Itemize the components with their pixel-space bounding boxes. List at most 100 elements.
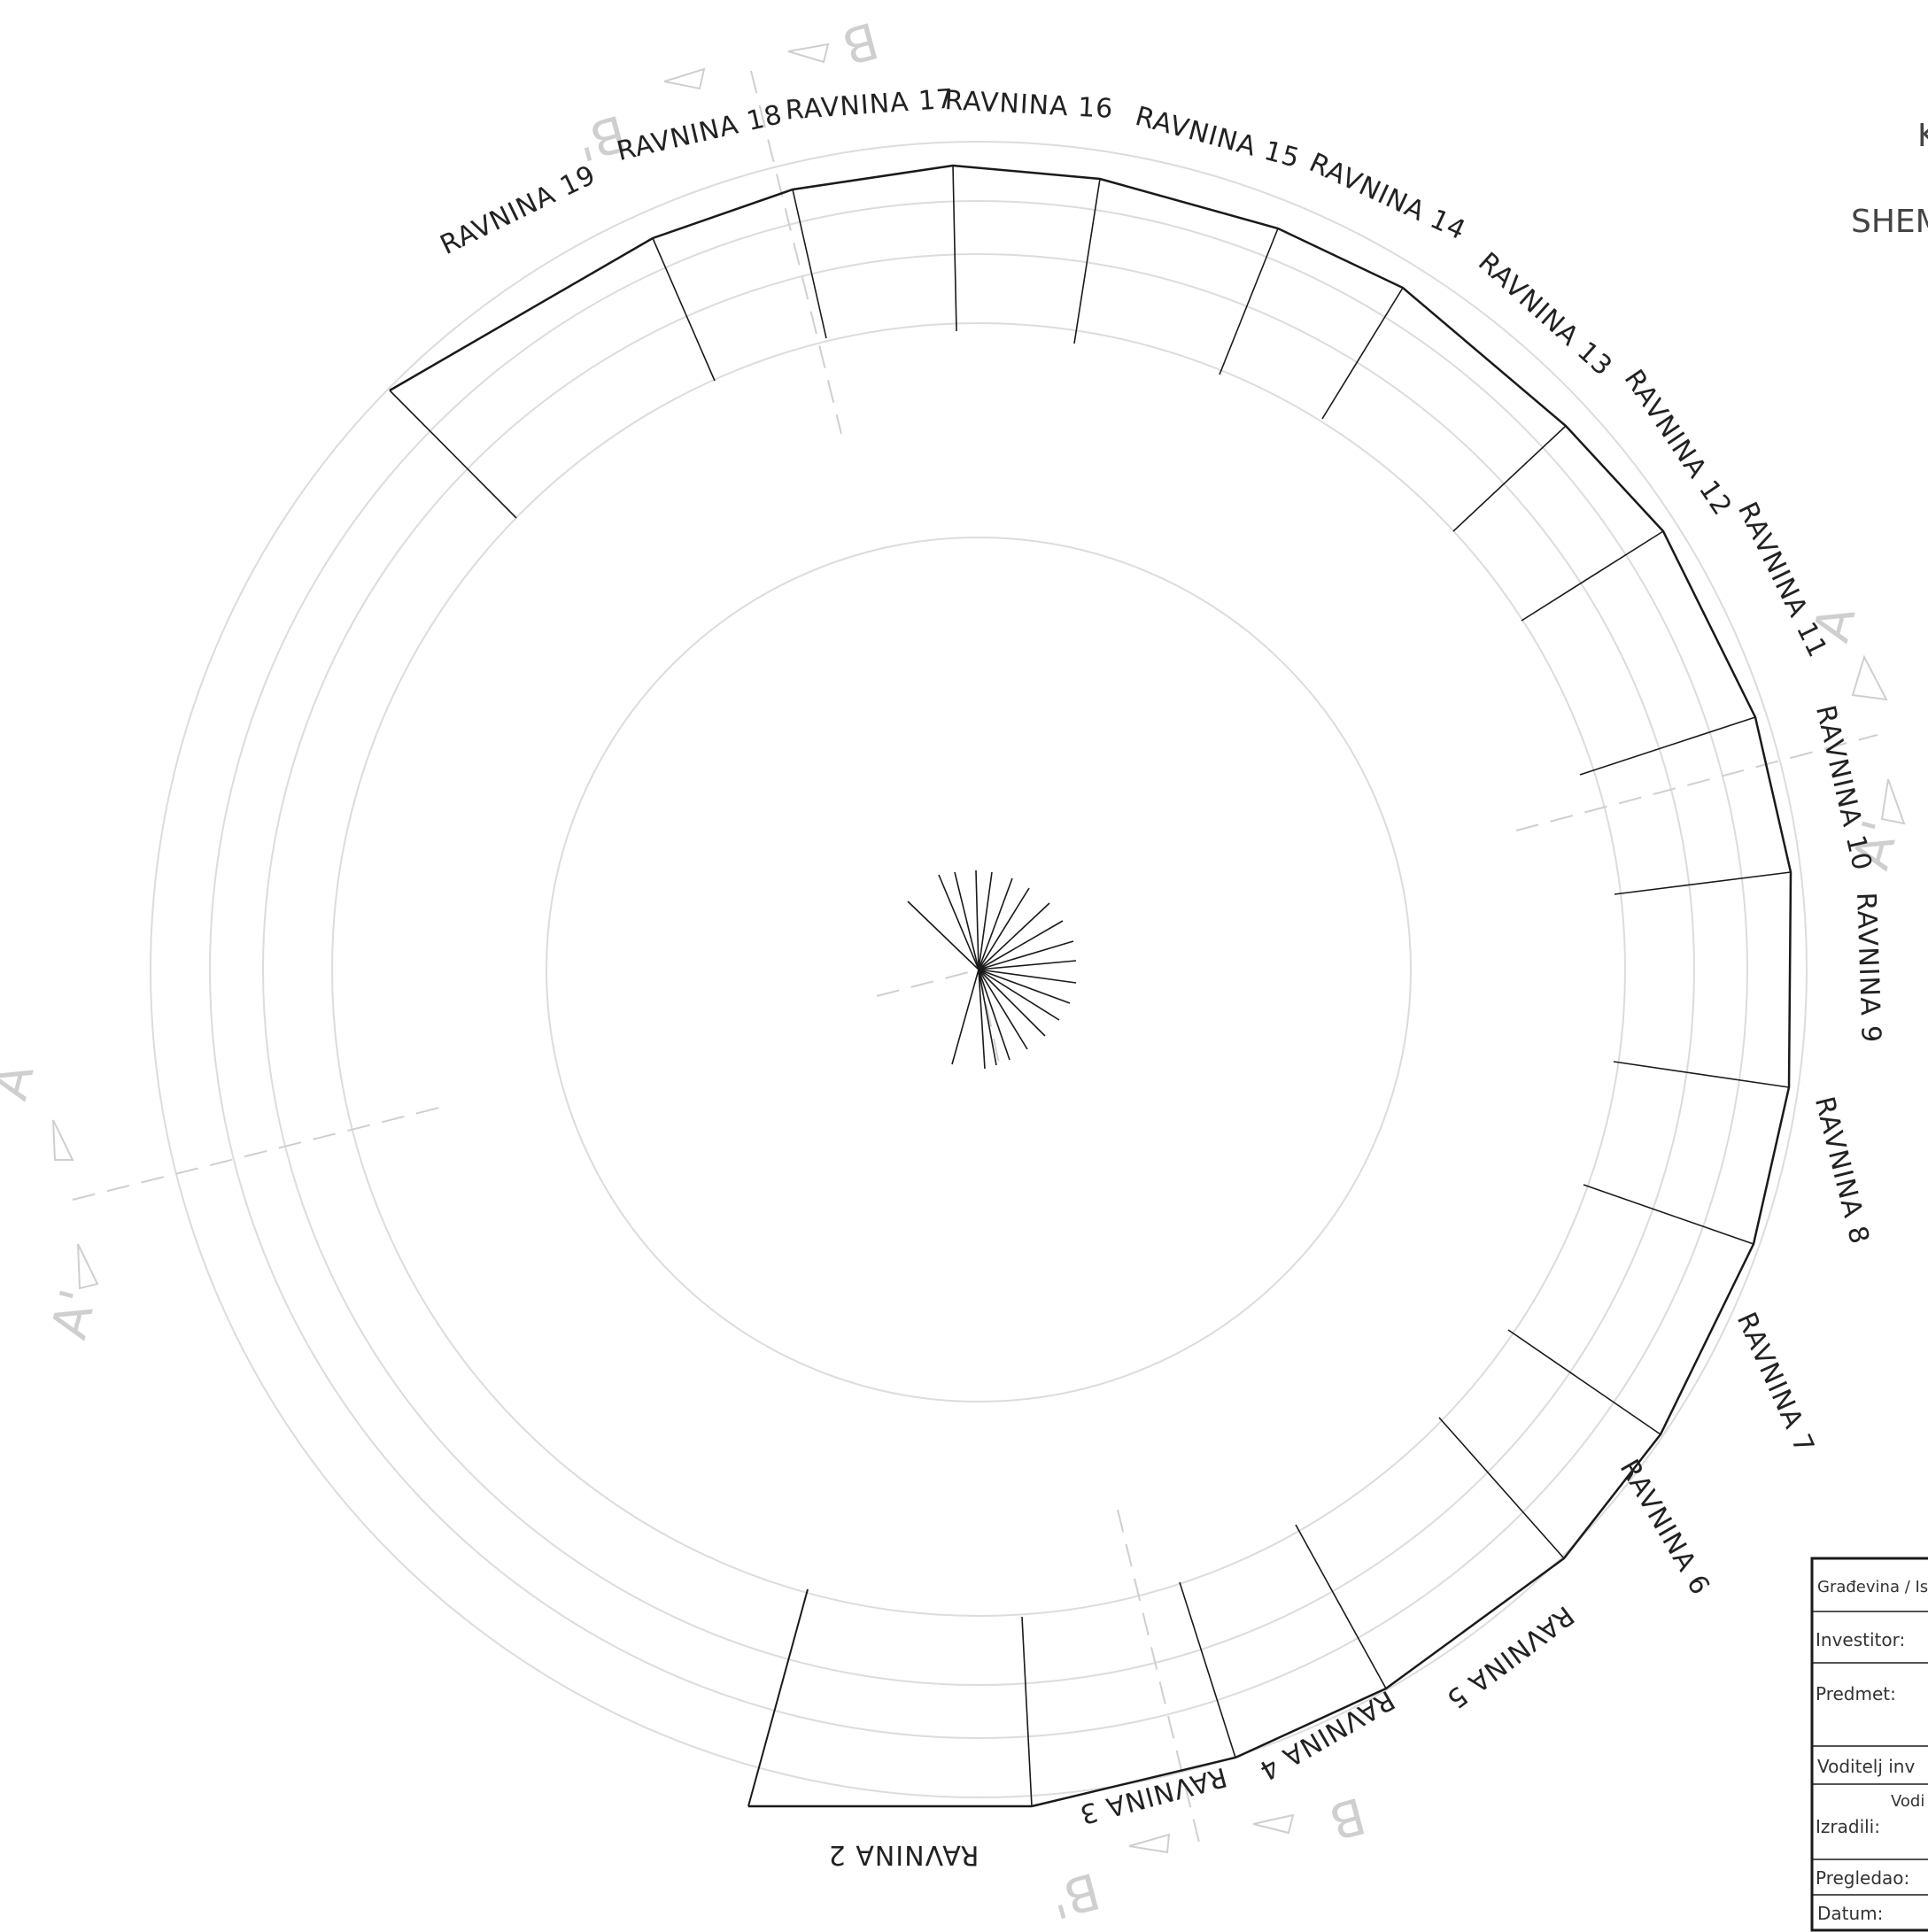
arrow-b-bottom-left [1128, 1833, 1171, 1854]
step-line-4 [1295, 1524, 1387, 1689]
plane-label-9: RAVNINA 9 [1850, 892, 1886, 1044]
spoke [978, 960, 1077, 970]
section-letter-b-prime-bottom: B' [1044, 1860, 1105, 1928]
guide-circle-4 [331, 322, 1626, 1617]
spoke [978, 902, 1050, 970]
plane-label-14: RAVNINA 14 [1305, 147, 1471, 246]
arrow-a-left-lower [77, 1243, 99, 1290]
plane-label-16: RAVNINA 16 [944, 85, 1114, 125]
spoke [978, 969, 997, 1066]
plane-label-18: RAVNINA 18 [614, 99, 786, 167]
step-line-16 [952, 165, 957, 332]
guide-circle-2 [209, 200, 1748, 1739]
title-block-investitor: Investitor: [1816, 1629, 1905, 1650]
spoke [978, 940, 1074, 970]
arrow-b-bottom-right [1252, 1813, 1295, 1835]
title-block-header: Građevina / Ispravljanje dogradnje [1817, 1578, 1928, 1596]
guide-circle-outer [150, 141, 1808, 1798]
step-line-12 [1452, 425, 1567, 532]
title-block-izradili-value: Vodi [1891, 1792, 1924, 1811]
spoke [978, 969, 1028, 1050]
stair-outline-left [747, 1588, 809, 1807]
plane-label-6: RAVNINA 6 [1614, 1455, 1716, 1601]
title-block-pregledao: Pregledao: [1816, 1867, 1909, 1889]
step-line-3 [1179, 1581, 1236, 1758]
step-line-10 [1579, 716, 1756, 776]
section-letter-a-prime-left: A' [41, 1284, 109, 1345]
step-line-2 [1021, 1616, 1033, 1807]
plane-label-8: RAVNINA 8 [1808, 1094, 1875, 1248]
section-line-a-left [72, 1106, 444, 1201]
spoke [978, 877, 1013, 970]
step-line-6 [1507, 1329, 1661, 1435]
guide-circle-3 [262, 253, 1695, 1686]
stair-outline [389, 164, 1792, 1808]
step-line-7 [1583, 1184, 1754, 1245]
step-line-5 [1438, 1417, 1565, 1559]
section-line-a-right [1515, 734, 1878, 831]
arrow-a-right-upper [1851, 654, 1888, 701]
plane-label-4: RAVNINA 4 [1253, 1684, 1399, 1787]
spoke [978, 969, 986, 1070]
spoke [938, 874, 979, 970]
spoke [978, 969, 1010, 1061]
plane-label-2: RAVNINA 2 [828, 1839, 979, 1870]
center-spokes [907, 869, 1077, 1070]
arrow-b-top-left [663, 67, 706, 90]
title-block-datum: Datum: [1817, 1903, 1883, 1924]
title-fragment-second: SHEM [1851, 204, 1928, 240]
step-line-9 [1614, 871, 1792, 895]
spoke [978, 969, 1071, 1004]
title-block: Građevina / Ispravljanje dogradnje Inves… [1810, 1557, 1928, 1932]
spoke [978, 969, 1060, 1021]
step-line-14 [1219, 228, 1279, 375]
section-line-b-top [750, 70, 842, 435]
section-line-a-center [876, 969, 979, 997]
plane-label-10: RAVNINA 10 [1809, 702, 1878, 874]
arrow-a-left-upper [52, 1119, 74, 1161]
spoke [978, 887, 1030, 970]
step-line-15 [1073, 178, 1101, 344]
spoke [951, 969, 979, 1065]
section-letter-b-top: B [836, 10, 884, 74]
plane-label-5: RAVNINA 5 [1440, 1599, 1579, 1715]
arrow-a-right-lower [1880, 778, 1906, 825]
section-lines [72, 70, 1878, 1847]
plane-label-3: RAVNINA 3 [1076, 1761, 1230, 1830]
guide-circle-inner [546, 537, 1412, 1403]
step-lines [389, 165, 1792, 1807]
plane-label-17: RAVNINA 17 [785, 83, 956, 126]
spoke [978, 871, 993, 970]
step-line-18 [652, 237, 716, 382]
step-line-19 [389, 390, 517, 519]
title-block-izradili: Izradili: [1816, 1816, 1880, 1837]
title-fragment-top: K [1917, 118, 1928, 154]
spoke [907, 900, 979, 970]
step-line-11 [1521, 530, 1664, 622]
section-arrows [52, 43, 1906, 1854]
plane-label-7: RAVNINA 7 [1731, 1308, 1820, 1458]
plane-label-13: RAVNINA 13 [1472, 247, 1618, 383]
title-fragments: K SHEM [1851, 118, 1928, 240]
plane-labels: RAVNINA 2 RAVNINA 3 RAVNINA 4 RAVNINA 5 … [436, 83, 1886, 1870]
title-block-predmet: Predmet: [1816, 1683, 1896, 1704]
section-letter-b-bottom: B [1323, 1785, 1371, 1850]
plane-label-15: RAVNINA 15 [1132, 101, 1303, 174]
spoke [975, 869, 979, 970]
plane-label-12: RAVNINA 12 [1618, 364, 1738, 522]
spoke [978, 969, 1077, 984]
arrow-b-top-right [787, 43, 830, 64]
title-block-frame [1810, 1557, 1928, 1932]
step-line-13 [1321, 287, 1404, 420]
spoke [978, 969, 1046, 1037]
guide-circles [150, 141, 1808, 1798]
step-line-8 [1613, 1061, 1790, 1088]
spoke [978, 920, 1064, 970]
section-letter-a-left: A [0, 1058, 45, 1106]
section-line-b-bottom [1117, 1509, 1201, 1847]
spoke [954, 871, 979, 970]
plane-label-11: RAVNINA 11 [1731, 498, 1833, 663]
step-line-17 [792, 189, 827, 339]
title-block-voditelj: Voditelj inv [1817, 1756, 1915, 1777]
